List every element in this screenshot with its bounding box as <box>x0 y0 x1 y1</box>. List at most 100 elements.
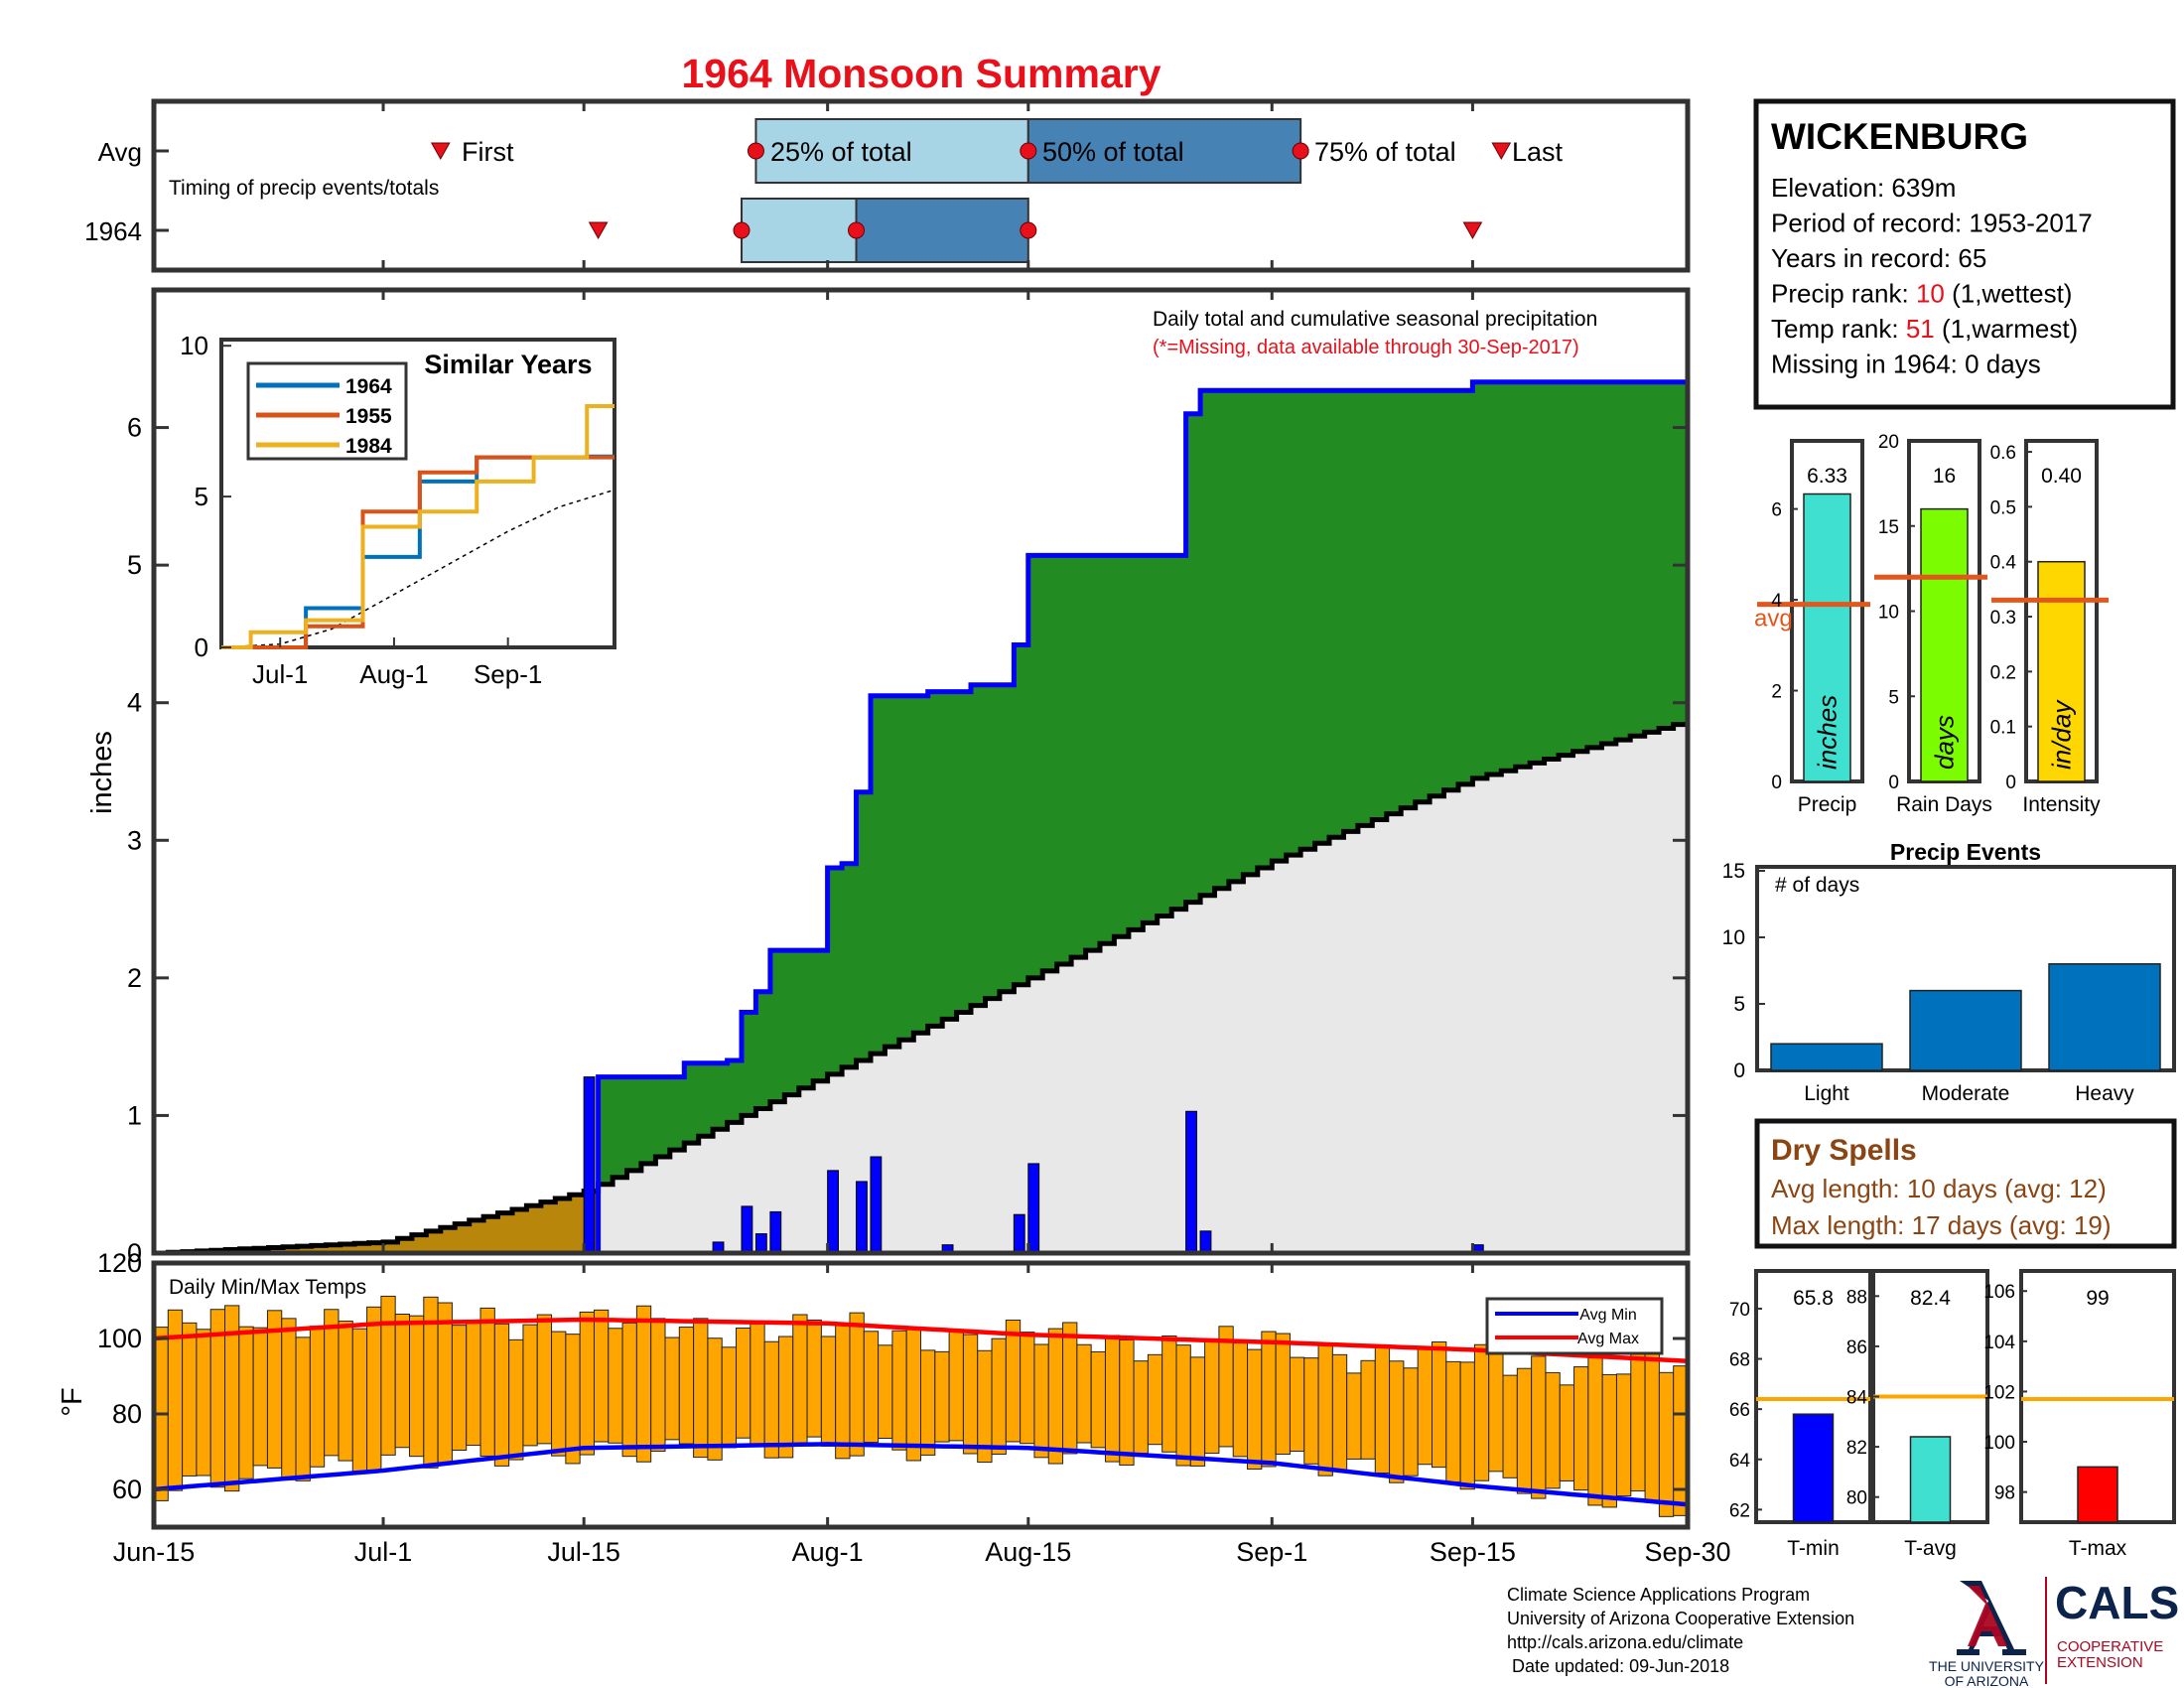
temp-summary-t-min: 65.8 T-min 62 64 66 68 70 <box>1729 1269 1872 1560</box>
summary-bar-rain-days: 16 Rain Days days 0 5 10 15 20 <box>1874 432 1992 816</box>
inset-legend-label: 1955 <box>345 405 392 428</box>
daily-temp-bar <box>1473 1343 1490 1481</box>
temps-panel: 60 80 100 120 Daily Min/Max Temps °F Avg Mi… <box>57 1248 1691 1530</box>
daily-temp-bar <box>736 1328 751 1439</box>
daily-temp-bar <box>551 1331 567 1457</box>
timing-box-50-75 <box>855 198 1029 263</box>
daily-temp-bar <box>1615 1373 1632 1497</box>
daily-temp-bar <box>1005 1320 1022 1443</box>
station-name: WICKENBURG <box>1771 116 2028 157</box>
timing-q25-marker <box>733 221 751 239</box>
avg-max-line <box>153 1317 1689 1364</box>
precip-events-chart: 0 5 10 15 Light Moderate Heavy <box>1722 860 2161 1105</box>
x-tick-label: Aug-1 <box>792 1537 864 1567</box>
temp-summary-y-tick-label: 62 <box>1729 1500 1750 1521</box>
daily-temp-bar <box>281 1318 297 1480</box>
inset-y-tick-label: 10 <box>180 331 208 360</box>
summary-y-tick-label: 0.5 <box>1990 497 2016 518</box>
station-lines: Elevation: 639m Period of record: 1953-20… <box>1771 173 2093 379</box>
daily-temp-bar <box>451 1325 468 1451</box>
daily-temp-bar <box>1161 1335 1177 1453</box>
x-tick-label: Sep-30 <box>1644 1537 1730 1567</box>
daily-precip-bar <box>1185 1110 1197 1254</box>
daily-temp-bar <box>991 1337 1007 1455</box>
temp-summary-y-tick-label: 88 <box>1846 1287 1867 1308</box>
daily-temp-bar <box>1047 1328 1064 1465</box>
daily-temp-bar <box>750 1324 765 1446</box>
events-bar-heavy <box>2048 963 2161 1071</box>
daily-temp-bar <box>849 1312 865 1457</box>
daily-temp-bar <box>635 1305 652 1463</box>
temp-summary-label: T-avg <box>1904 1537 1957 1560</box>
daily-temp-bar <box>948 1331 964 1442</box>
daily-precip-bar <box>741 1205 753 1254</box>
daily-temp-bar <box>1445 1360 1461 1483</box>
precip-y-tick-label: 0 <box>127 1238 142 1268</box>
x-tick-label: Jun-15 <box>113 1537 196 1567</box>
daily-temp-bar <box>962 1334 979 1455</box>
daily-temp-bar <box>1545 1371 1561 1489</box>
temp-summary-label: T-max <box>2069 1537 2127 1560</box>
daily-temp-bar <box>1303 1357 1319 1465</box>
daily-temp-bar <box>196 1329 211 1477</box>
temp-summary-y-tick-label: 104 <box>1983 1333 2015 1353</box>
x-tick-label: Jul-1 <box>354 1537 413 1567</box>
daily-temp-bar <box>1587 1357 1603 1506</box>
temp-summary-bars: 65.8 T-min 62 64 66 68 70 82.4 T-avg 80 82 84 86 88 99… <box>1729 1269 2176 1560</box>
daily-temp-bar <box>338 1321 353 1462</box>
temp-summary-value: 65.8 <box>1793 1287 1834 1310</box>
temp-summary-y-tick-label: 86 <box>1846 1337 1867 1358</box>
daily-temp-bar <box>1417 1346 1433 1466</box>
summary-unit: in/day <box>2047 699 2077 770</box>
summary-unit: inches <box>1813 695 1843 770</box>
daily-temp-bar <box>650 1318 666 1452</box>
temp-summary-fill <box>2077 1466 2118 1523</box>
daily-temp-bar <box>1331 1353 1348 1473</box>
temps-y-tick-label: 100 <box>97 1324 142 1353</box>
daily-temp-bar <box>621 1322 637 1458</box>
daily-precip-bar <box>754 1233 767 1254</box>
timing-first-marker <box>430 142 451 161</box>
timing-box-25-50 <box>754 118 1029 184</box>
summary-y-tick-label: 20 <box>1878 432 1899 453</box>
daily-temp-bar <box>380 1295 396 1456</box>
temp-summary-y-tick-label: 80 <box>1846 1488 1867 1509</box>
daily-precip-bar <box>769 1210 782 1254</box>
daily-temp-bar <box>1033 1343 1049 1459</box>
daily-temp-bar <box>182 1322 198 1477</box>
temp-summary-fill <box>1792 1413 1835 1523</box>
dry-spells-max: Max length: 17 days (avg: 19) <box>1771 1210 2112 1240</box>
daily-temp-bar <box>479 1307 495 1457</box>
dry-spells-title: Dry Spells <box>1771 1134 1917 1167</box>
above-average-area <box>154 381 1688 1253</box>
daily-temp-bar <box>1020 1332 1035 1445</box>
timing-box-50-75 <box>1026 118 1302 184</box>
temps-ylabel: °F <box>57 1387 88 1416</box>
footer: Climate Science Applications Program Uni… <box>1507 1577 2179 1688</box>
daily-temp-bar <box>664 1336 680 1441</box>
daily-temp-bar <box>536 1314 553 1445</box>
daily-temp-bar <box>806 1319 822 1438</box>
daily-temp-bar <box>863 1331 880 1444</box>
summary-y-tick-label: 6 <box>1771 500 1782 521</box>
daily-temp-bar <box>1374 1345 1391 1475</box>
dry-spells-box: Dry Spells Avg length: 10 days (avg: 12)… <box>1754 1118 2177 1249</box>
summary-bar-fill <box>1920 507 1969 782</box>
temp-summary-y-tick-label: 70 <box>1729 1300 1750 1321</box>
station-box: WICKENBURG Elevation: 639m Period of reco… <box>1753 98 2176 410</box>
temp-summary-value: 82.4 <box>1910 1287 1951 1310</box>
dry-spells-avg: Avg length: 10 days (avg: 12) <box>1771 1174 2107 1203</box>
daily-precip-bar <box>1013 1213 1025 1254</box>
daily-temp-bar <box>934 1350 950 1443</box>
daily-temp-bar <box>1247 1348 1263 1471</box>
daily-temp-bar <box>678 1327 695 1445</box>
timing-label: Timing of precip events/totals <box>169 177 439 200</box>
daily-temp-bar <box>266 1310 283 1469</box>
events-y-tick-label: 15 <box>1722 860 1745 883</box>
ua-line-2: OF ARIZONA <box>1945 1673 2029 1688</box>
daily-temp-bar <box>1516 1367 1533 1494</box>
temps-label: Daily Min/Max Temps <box>169 1276 366 1299</box>
cals-text: CALS <box>2055 1577 2179 1628</box>
events-category-label: Light <box>1804 1082 1849 1105</box>
daily-temp-bar <box>1289 1356 1305 1453</box>
